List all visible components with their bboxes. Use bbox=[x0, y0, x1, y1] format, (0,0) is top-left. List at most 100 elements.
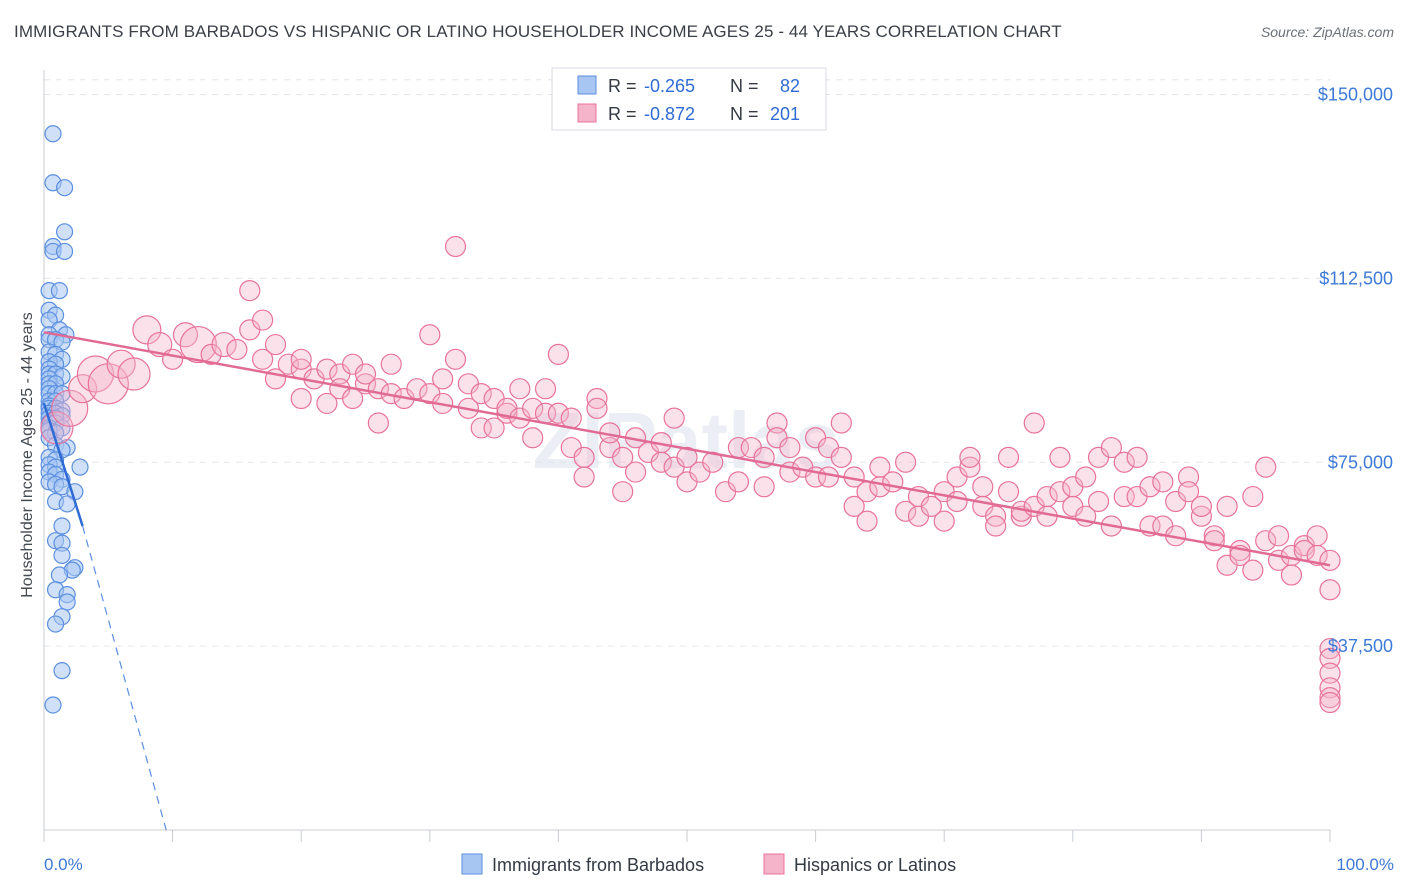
watermark: ZIPatlas bbox=[533, 396, 840, 485]
stats-n-value-hispanic: 201 bbox=[770, 104, 800, 124]
point-hispanic bbox=[1023, 412, 1045, 434]
x-tick-label-max: 100.0% bbox=[1336, 855, 1394, 874]
point-hispanic bbox=[1306, 525, 1328, 547]
point-hispanic bbox=[959, 446, 981, 468]
point-barbados bbox=[55, 223, 74, 241]
point-hispanic bbox=[264, 333, 287, 356]
point-hispanic bbox=[946, 490, 968, 513]
legend-label-hispanic: Hispanics or Latinos bbox=[794, 855, 956, 875]
point-hispanic bbox=[534, 378, 557, 400]
point-hispanic bbox=[676, 446, 698, 468]
point-hispanic bbox=[1319, 687, 1341, 709]
legend-label-barbados: Immigrants from Barbados bbox=[492, 855, 704, 875]
series-hispanic bbox=[40, 235, 1341, 714]
point-hispanic bbox=[1113, 485, 1135, 508]
point-hispanic bbox=[444, 235, 467, 258]
point-hispanic bbox=[67, 374, 98, 404]
point-barbados bbox=[55, 242, 74, 261]
y-axis-label: Householder Income Ages 25 - 44 years bbox=[19, 312, 36, 598]
point-hispanic bbox=[316, 392, 338, 415]
legend-swatch-hispanic bbox=[763, 853, 785, 875]
point-hispanic bbox=[882, 471, 904, 493]
point-hispanic bbox=[117, 357, 151, 391]
point-hispanic bbox=[432, 368, 454, 390]
chart-source: Source: ZipAtlas.com bbox=[1260, 24, 1394, 40]
point-hispanic bbox=[920, 495, 942, 517]
stats-legend: R = -0.265 N = 82 R = -0.872 N = 201 bbox=[551, 67, 827, 131]
point-hispanic bbox=[985, 515, 1007, 537]
point-hispanic bbox=[1049, 481, 1071, 503]
point-hispanic bbox=[663, 407, 685, 429]
point-hispanic bbox=[997, 481, 1020, 503]
y-tick-label: $37,500 bbox=[1328, 636, 1393, 656]
point-hispanic bbox=[1075, 466, 1097, 488]
point-barbados bbox=[53, 517, 71, 535]
point-hispanic bbox=[612, 481, 634, 503]
point-hispanic bbox=[277, 353, 299, 375]
trend-lines bbox=[42, 331, 1331, 831]
point-barbados bbox=[50, 282, 69, 300]
series-legend: Immigrants from Barbados Hispanics or La… bbox=[461, 853, 956, 875]
point-hispanic bbox=[226, 338, 248, 361]
point-hispanic bbox=[1319, 647, 1341, 669]
point-hispanic bbox=[727, 471, 750, 493]
point-hispanic bbox=[1255, 530, 1277, 552]
point-hispanic bbox=[252, 309, 274, 331]
point-hispanic bbox=[1306, 544, 1328, 567]
point-hispanic bbox=[1152, 471, 1174, 493]
point-hispanic bbox=[1242, 485, 1264, 508]
stats-swatch-hispanic bbox=[577, 103, 597, 123]
point-hispanic bbox=[470, 417, 492, 439]
point-hispanic bbox=[547, 343, 570, 365]
axes bbox=[43, 70, 1331, 842]
point-hispanic bbox=[1319, 662, 1341, 684]
point-hispanic bbox=[132, 315, 162, 345]
point-hispanic bbox=[766, 412, 788, 434]
point-hispanic bbox=[1280, 564, 1303, 586]
trend-line-barbados bbox=[42, 403, 84, 527]
point-hispanic bbox=[933, 510, 955, 532]
point-hispanic bbox=[997, 446, 1020, 468]
point-hispanic bbox=[252, 348, 274, 370]
chart-title: IMMIGRANTS FROM BARBADOS VS HISPANIC OR … bbox=[14, 22, 1062, 41]
point-hispanic bbox=[354, 363, 377, 385]
point-hispanic bbox=[522, 397, 544, 419]
point-hispanic bbox=[830, 446, 852, 468]
stats-n-label-hispanic: N = bbox=[730, 104, 759, 124]
point-hispanic bbox=[856, 510, 878, 532]
point-hispanic bbox=[972, 476, 994, 498]
point-barbados bbox=[44, 696, 62, 714]
stats-r-value-barbados: -0.265 bbox=[644, 76, 695, 96]
legend-swatch-barbados bbox=[461, 853, 483, 875]
stats-legend-box bbox=[551, 67, 827, 131]
point-hispanic bbox=[1319, 691, 1341, 714]
point-hispanic bbox=[779, 436, 801, 459]
point-hispanic bbox=[1087, 490, 1110, 513]
point-hispanic bbox=[1139, 476, 1161, 498]
point-hispanic bbox=[1113, 451, 1135, 473]
point-hispanic bbox=[586, 397, 608, 419]
point-hispanic bbox=[560, 407, 582, 429]
point-hispanic bbox=[753, 476, 775, 498]
trend-line-hispanic bbox=[43, 331, 1331, 567]
point-hispanic bbox=[1242, 559, 1264, 581]
gridlines bbox=[44, 79, 1330, 647]
point-barbados bbox=[44, 125, 62, 143]
point-hispanic bbox=[895, 500, 917, 522]
point-hispanic bbox=[162, 348, 184, 370]
point-hispanic bbox=[895, 451, 917, 473]
point-hispanic bbox=[290, 348, 312, 370]
point-barbados bbox=[46, 615, 65, 633]
stats-r-label-hispanic: R = bbox=[608, 104, 637, 124]
point-hispanic bbox=[817, 466, 840, 488]
series-barbados bbox=[40, 125, 89, 714]
trend-line-barbados-extension bbox=[82, 525, 167, 831]
point-hispanic bbox=[1177, 466, 1200, 488]
point-hispanic bbox=[1255, 456, 1277, 478]
point-hispanic bbox=[367, 412, 389, 434]
point-hispanic bbox=[316, 358, 338, 380]
point-hispanic bbox=[51, 389, 89, 427]
point-hispanic bbox=[147, 331, 173, 358]
point-hispanic bbox=[444, 348, 467, 370]
